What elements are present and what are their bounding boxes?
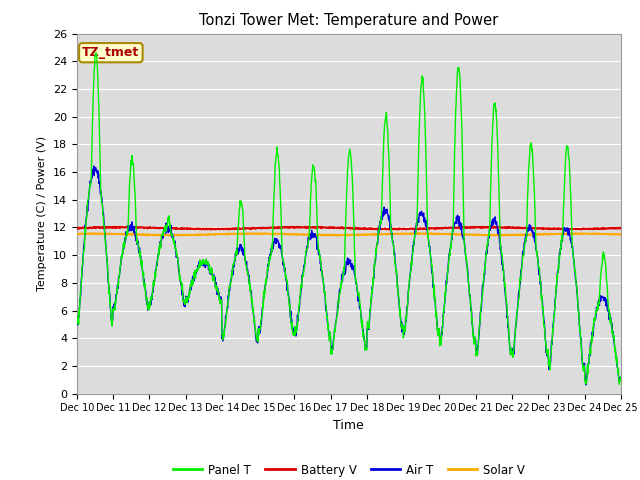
Legend: Panel T, Battery V, Air T, Solar V: Panel T, Battery V, Air T, Solar V bbox=[168, 459, 530, 480]
Title: Tonzi Tower Met: Temperature and Power: Tonzi Tower Met: Temperature and Power bbox=[199, 13, 499, 28]
X-axis label: Time: Time bbox=[333, 419, 364, 432]
Text: TZ_tmet: TZ_tmet bbox=[82, 46, 140, 59]
Y-axis label: Temperature (C) / Power (V): Temperature (C) / Power (V) bbox=[37, 136, 47, 291]
